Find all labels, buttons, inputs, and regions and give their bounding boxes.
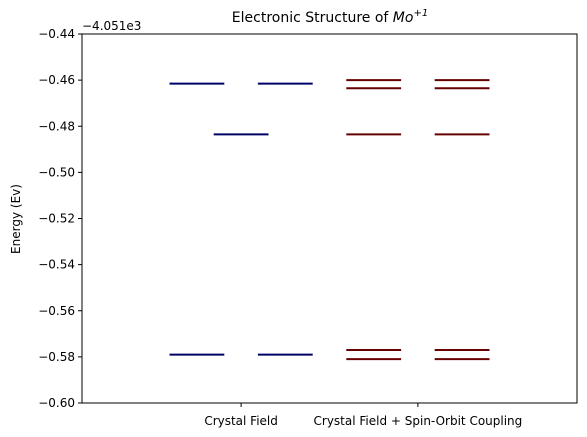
y-tick-label: −0.58 [38, 350, 75, 364]
chart-title: Electronic Structure of Mo+1 [232, 8, 428, 26]
y-axis-label: Energy (Ev) [9, 184, 23, 254]
y-axis-ticks: −0.44 −0.46 −0.48 −0.50 −0.52 −0.54 −0.56 −0.58… [38, 27, 82, 410]
x-tick-label: Crystal Field + Spin-Orbit Coupling [314, 414, 523, 428]
y-tick-label: −0.48 [38, 119, 75, 133]
y-tick-label: −0.46 [38, 73, 75, 87]
y-tick-label: −0.54 [38, 258, 75, 272]
y-tick-label: −0.50 [38, 165, 75, 179]
x-tick-label: Crystal Field [204, 414, 278, 428]
energy-levels [169, 79, 490, 361]
y-tick-label: −0.60 [38, 396, 75, 410]
y-tick-label: −0.52 [38, 212, 75, 226]
plot-frame [81, 33, 578, 404]
y-tick-label: −0.44 [38, 27, 75, 41]
x-axis-ticks: Crystal Field Crystal Field + Spin-Orbit … [204, 403, 522, 428]
offset-text: −4.051e3 [82, 19, 141, 33]
y-tick-label: −0.56 [38, 304, 75, 318]
